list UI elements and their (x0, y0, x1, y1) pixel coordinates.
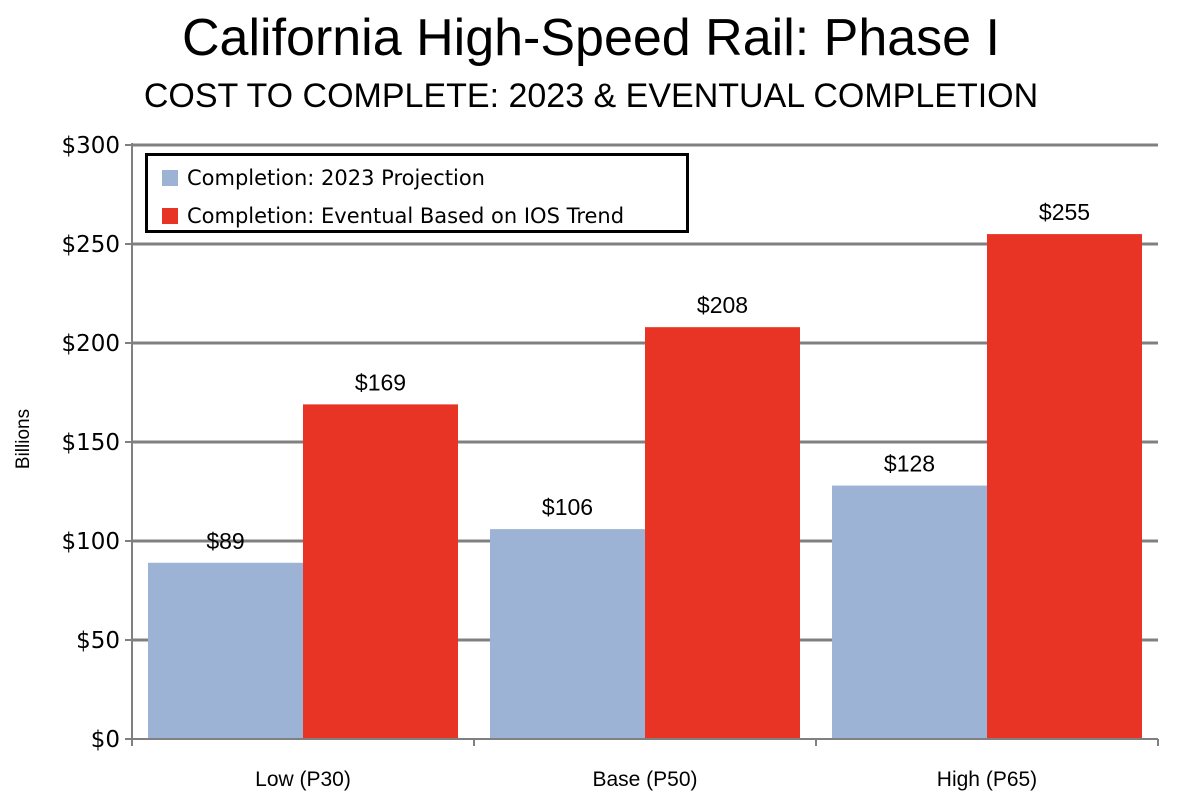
data-label: $255 (1039, 199, 1090, 225)
y-axis-label: Billions (13, 409, 34, 469)
data-label: $106 (542, 494, 593, 520)
bar (303, 404, 458, 739)
bar (148, 562, 303, 739)
y-tick-label: $50 (76, 628, 120, 654)
y-tick-label: $0 (91, 727, 120, 753)
legend-item-2023-projection: Completion: 2023 Projection (162, 164, 485, 192)
legend-item-eventual: Completion: Eventual Based on IOS Trend (162, 202, 624, 230)
y-tick-label: $150 (61, 430, 120, 456)
x-tick-label: Low (P30) (255, 768, 351, 791)
y-tick-label: $250 (61, 232, 120, 258)
bar (490, 529, 645, 739)
legend-swatch-eventual (162, 208, 178, 224)
chart-title: California High-Speed Rail: Phase I (182, 9, 1000, 67)
chart-legend: Completion: 2023 Projection Completion: … (145, 153, 689, 233)
bar (987, 234, 1142, 739)
data-label: $208 (697, 292, 748, 318)
y-tick-label: $100 (61, 529, 120, 555)
bar (645, 327, 800, 739)
legend-swatch-2023-projection (162, 170, 178, 186)
data-label: $169 (355, 369, 406, 395)
x-tick-label: High (P65) (937, 768, 1037, 791)
data-label: $89 (206, 528, 244, 554)
y-tick-label: $200 (61, 331, 120, 357)
chart-subtitle: COST TO COMPLETE: 2023 & EVENTUAL COMPLE… (143, 77, 1039, 115)
legend-label-2023-projection: Completion: 2023 Projection (187, 166, 485, 190)
legend-label-eventual: Completion: Eventual Based on IOS Trend (187, 204, 625, 228)
x-tick-label: Base (P50) (592, 768, 697, 791)
y-tick-label: $300 (61, 133, 120, 159)
bar (832, 485, 987, 739)
data-label: $128 (884, 451, 935, 477)
